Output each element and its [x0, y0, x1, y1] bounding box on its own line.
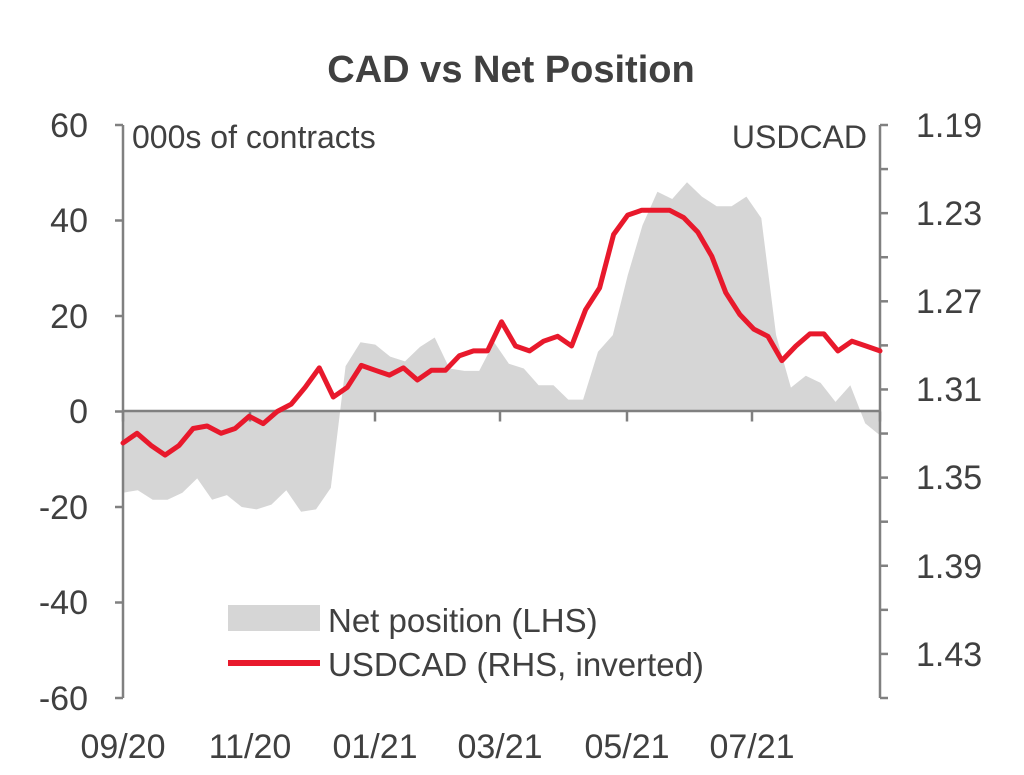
x-tick-labels: 09/20 11/20 01/21 03/21 05/21 07/21 — [80, 728, 794, 766]
right-tick-label: 1.39 — [916, 548, 982, 586]
left-tick-label: -60 — [39, 680, 88, 718]
left-tick-label: -40 — [39, 584, 88, 622]
right-tick-label: 1.35 — [916, 459, 982, 497]
legend-label-net-position: Net position (LHS) — [328, 602, 598, 639]
x-tick-label: 07/21 — [709, 728, 794, 766]
left-tick-label: -20 — [39, 489, 88, 527]
x-tick-label: 05/21 — [584, 728, 669, 766]
right-tick-label: 1.19 — [916, 107, 982, 145]
legend: Net position (LHS) USDCAD (RHS, inverted… — [228, 602, 704, 683]
left-tick-label: 20 — [50, 298, 88, 336]
x-tick-label: 03/21 — [457, 728, 542, 766]
left-tick-label: 40 — [50, 202, 88, 240]
right-tick-label: 1.23 — [916, 195, 982, 233]
legend-swatch-net-position — [228, 605, 320, 631]
usdcad-line — [120, 207, 883, 458]
net-position-area-layer — [123, 182, 880, 512]
right-axis-unit-label: USDCAD — [732, 119, 867, 155]
x-tick-label: 01/21 — [332, 728, 417, 766]
right-tick-label: 1.43 — [916, 636, 982, 674]
ticks-layer — [115, 123, 888, 700]
right-tick-label: 1.27 — [916, 283, 982, 321]
right-tick-labels: 1.19 1.23 1.27 1.31 1.35 1.39 1.43 — [916, 107, 982, 674]
left-tick-label: 60 — [50, 107, 88, 145]
legend-label-usdcad: USDCAD (RHS, inverted) — [328, 646, 704, 683]
usdcad-line-layer — [120, 207, 883, 458]
x-tick-label: 11/20 — [209, 728, 292, 766]
left-tick-label: 0 — [69, 393, 88, 431]
left-tick-labels: 60 40 20 0 -20 -40 -60 — [39, 107, 88, 718]
x-tick-label: 09/20 — [80, 728, 165, 766]
net-position-area — [123, 182, 880, 512]
right-tick-label: 1.31 — [916, 371, 982, 409]
left-axis-unit-label: 000s of contracts — [132, 119, 376, 155]
chart-title: CAD vs Net Position — [327, 49, 694, 91]
